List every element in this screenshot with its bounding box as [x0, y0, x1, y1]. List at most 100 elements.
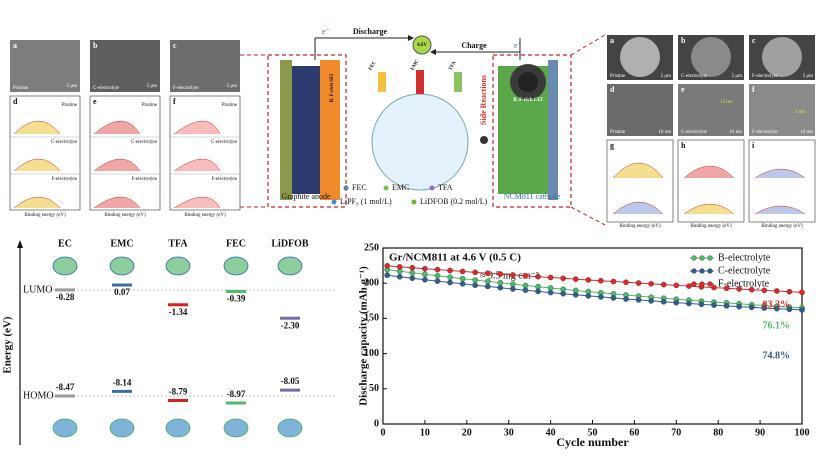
label: 50	[588, 427, 598, 438]
legend-molecule	[429, 185, 435, 191]
label: 50	[369, 383, 379, 394]
label: Pristine	[610, 74, 626, 79]
label: EC	[58, 238, 72, 249]
legend-marker	[699, 255, 705, 261]
xps-peak	[173, 120, 221, 135]
label: F-electrolyte	[131, 177, 157, 182]
label: FEC	[368, 60, 378, 71]
homo-level	[168, 398, 188, 402]
label: 200	[364, 277, 379, 288]
data-point	[459, 275, 466, 282]
label: Binding energy (eV)	[104, 213, 146, 218]
data-point	[736, 286, 742, 292]
label: C-electrolyte	[93, 86, 120, 91]
legend-molecule	[343, 185, 349, 191]
label: a	[610, 36, 614, 45]
series-line	[387, 274, 803, 311]
label: 10 nm	[729, 130, 742, 135]
label: LiPF₆ (1 mol/L)	[340, 197, 392, 206]
orbital	[223, 418, 249, 438]
xps-peak	[683, 165, 735, 179]
label: -1.34	[169, 307, 188, 317]
label: f	[173, 97, 176, 106]
lumo-level	[55, 288, 75, 292]
label: g	[610, 141, 614, 150]
data-point	[459, 281, 466, 287]
label: 0.07	[114, 287, 130, 297]
data-point	[585, 293, 592, 299]
xps-peak	[683, 203, 735, 215]
label: 70	[671, 427, 681, 438]
orbital	[223, 256, 249, 276]
xps-peak	[173, 158, 221, 172]
data-point	[409, 264, 416, 271]
legend-molecule	[411, 199, 417, 205]
data-point	[660, 298, 667, 305]
label: Binding energy (eV)	[619, 224, 661, 229]
data-point	[786, 288, 793, 295]
data-point	[497, 279, 504, 286]
label: b	[681, 36, 686, 45]
label: f	[752, 85, 755, 94]
legend-marker	[707, 255, 713, 261]
label: ≈ 9.5 mg cm⁻²	[480, 270, 539, 281]
label: F-electrolyte	[211, 177, 237, 182]
label: h	[681, 141, 686, 150]
data-point	[422, 276, 428, 283]
label: 0	[374, 418, 379, 429]
label: TFA	[168, 238, 188, 249]
label: Pristine	[222, 103, 238, 108]
xps-peak	[13, 196, 61, 209]
lumo-level	[280, 316, 300, 320]
label: b	[93, 41, 98, 50]
label: Pristine	[142, 103, 158, 108]
data-point	[761, 287, 768, 294]
data-point	[748, 286, 755, 293]
label: -8.05	[281, 376, 300, 386]
data-point	[510, 281, 516, 287]
label: 100	[795, 427, 810, 438]
label: B. F-rich SEI	[330, 74, 335, 103]
label: 5 μm	[147, 84, 157, 89]
data-point	[396, 273, 403, 280]
label: -0.39	[227, 294, 246, 304]
label: e⁻	[322, 27, 330, 36]
label: Cycle number	[556, 435, 629, 449]
data-point	[560, 290, 566, 297]
label: Pristine	[610, 130, 626, 135]
orbital	[277, 256, 303, 276]
label: F-electrolyte	[51, 177, 77, 182]
axis-arrow	[17, 240, 23, 248]
orbital	[52, 418, 78, 438]
label: 10	[420, 427, 430, 438]
data-point	[774, 305, 780, 312]
label: LiDFOB (0.2 mol/L)	[420, 197, 488, 206]
sem-image	[170, 40, 240, 92]
label: d	[13, 97, 18, 106]
legend-marker	[707, 268, 713, 274]
data-point	[497, 284, 504, 291]
particle	[762, 37, 802, 77]
label: -2.30	[281, 320, 300, 330]
label: 90	[755, 427, 765, 438]
label: 40	[546, 427, 556, 438]
data-point	[748, 304, 755, 311]
data-point	[472, 282, 478, 288]
label: TFA	[438, 183, 453, 192]
label: B. F-rich CEI	[513, 98, 542, 103]
xps-panel	[89, 95, 161, 211]
data-point	[484, 270, 491, 277]
label: 5 μm	[732, 74, 742, 79]
data-point	[434, 278, 441, 284]
data-point	[396, 264, 403, 270]
label: Charge	[461, 41, 487, 50]
label: 76.1%	[763, 320, 791, 331]
label: e	[681, 85, 685, 94]
label: 74.8%	[763, 350, 791, 361]
label: 0	[381, 427, 386, 438]
data-point	[761, 305, 768, 311]
data-point	[686, 300, 692, 307]
data-point	[723, 303, 730, 309]
data-point	[711, 302, 717, 308]
label: EMC	[392, 183, 409, 192]
